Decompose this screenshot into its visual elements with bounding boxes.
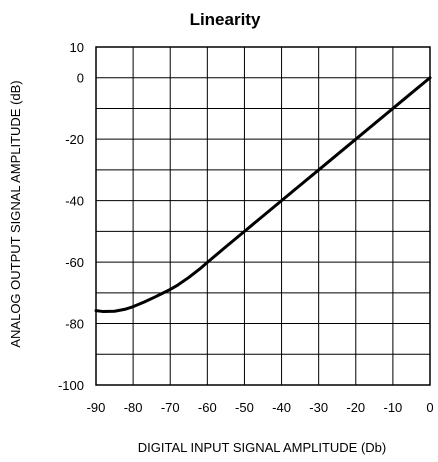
y-tick-label: 10 bbox=[70, 40, 84, 55]
y-tick-label: -100 bbox=[58, 378, 84, 393]
series-line bbox=[94, 76, 432, 314]
x-tick-label: -40 bbox=[272, 400, 291, 415]
y-tick-label: 0 bbox=[77, 71, 84, 86]
plot-frame bbox=[95, 46, 431, 386]
x-tick-label: -20 bbox=[346, 400, 365, 415]
chart-title: Linearity bbox=[190, 10, 261, 29]
x-tick-label: -90 bbox=[87, 400, 106, 415]
x-tick-label: -10 bbox=[383, 400, 402, 415]
x-tick-label: -70 bbox=[161, 400, 180, 415]
y-tick-label: -20 bbox=[65, 132, 84, 147]
y-tick-labels: 10 0 -20 -40 -60 -80 -100 bbox=[58, 40, 84, 393]
x-tick-label: -60 bbox=[198, 400, 217, 415]
x-tick-labels: -90 -80 -70 -60 -50 -40 -30 -20 -10 0 bbox=[87, 400, 434, 415]
x-axis-label: DIGITAL INPUT SIGNAL AMPLITUDE (Db) bbox=[138, 440, 387, 455]
x-tick-label: -80 bbox=[124, 400, 143, 415]
y-tick-label: -60 bbox=[65, 255, 84, 270]
x-tick-label: -30 bbox=[309, 400, 328, 415]
y-axis-label: ANALOG OUTPUT SIGNAL AMPLITUDE (dB) bbox=[8, 80, 23, 347]
x-tick-label: 0 bbox=[426, 400, 433, 415]
y-tick-label: -40 bbox=[65, 194, 84, 209]
y-tick-label: -80 bbox=[65, 317, 84, 332]
x-tick-label: -50 bbox=[235, 400, 254, 415]
